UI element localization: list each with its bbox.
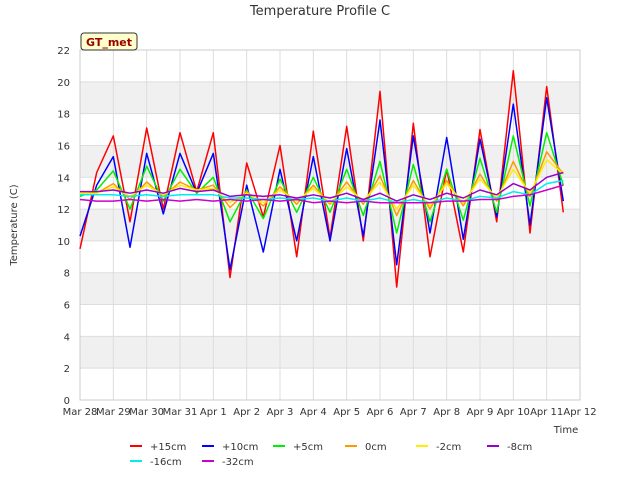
- x-tick-label: Apr 5: [333, 407, 360, 418]
- y-tick-label: 4: [64, 332, 70, 343]
- plot-frame: [79, 49, 581, 401]
- background-bands: [80, 81, 580, 369]
- y-tick-label: 16: [57, 141, 70, 152]
- legend-label: +5cm: [293, 442, 323, 453]
- legend-label: -16cm: [150, 457, 182, 468]
- legend-label: -2cm: [436, 442, 461, 453]
- x-tick-label: Mar 28: [63, 407, 98, 418]
- series-line--16cm: [80, 179, 564, 204]
- x-tick-label: Apr 12: [563, 407, 596, 418]
- x-tick-label: Apr 6: [367, 407, 394, 418]
- series-lines: [79, 69, 565, 288]
- y-tick-label: 18: [57, 110, 70, 121]
- annotation-badge: GT_met: [80, 32, 138, 51]
- background-band: [80, 81, 580, 114]
- annotation-text: GT_met: [86, 36, 132, 49]
- series-line--32cm: [79, 184, 564, 204]
- legend-label: -8cm: [507, 442, 532, 453]
- series-line--8cm: [80, 171, 564, 202]
- x-tick-label: Mar 29: [96, 407, 131, 418]
- x-tick-label: Mar 31: [163, 407, 198, 418]
- x-tick-label: Apr 9: [467, 407, 494, 418]
- y-tick-labels: 0 2 4 6 8 10 12 14 16 18 20 22: [57, 46, 70, 407]
- x-tick-label: Apr 8: [433, 407, 460, 418]
- x-tick-label: Apr 1: [200, 407, 227, 418]
- x-tick-label: Apr 10: [497, 407, 530, 418]
- legend-label: +15cm: [150, 442, 186, 453]
- legend: +15cm +10cm +5cm 0cm -2cm -8cm -16cm -32cm: [130, 442, 532, 468]
- y-tick-label: 10: [57, 237, 70, 248]
- y-tick-label: 12: [57, 205, 70, 216]
- background-band: [80, 145, 580, 178]
- y-tick-label: 22: [57, 46, 70, 57]
- legend-label: 0cm: [365, 442, 387, 453]
- legend-label: +10cm: [222, 442, 258, 453]
- annotation-box: [80, 32, 138, 51]
- x-tick-label: Apr 7: [400, 407, 427, 418]
- y-tick-label: 14: [57, 173, 70, 184]
- x-tick-label: Apr 2: [233, 407, 260, 418]
- x-tick-label: Apr 4: [300, 407, 327, 418]
- x-tick-label: Mar 30: [129, 407, 164, 418]
- legend-label: -32cm: [222, 457, 254, 468]
- y-tick-label: 8: [64, 269, 70, 280]
- y-axis-label: Temperature (C): [9, 184, 20, 266]
- background-band: [80, 272, 580, 305]
- y-tick-label: 2: [64, 364, 70, 375]
- x-tick-label: Apr 11: [530, 407, 563, 418]
- x-axis-label: Time: [553, 425, 578, 436]
- series-line-+10cm: [79, 96, 565, 271]
- y-tick-label: 6: [64, 301, 70, 312]
- y-tick-label: 20: [57, 78, 70, 89]
- background-band: [80, 336, 580, 369]
- x-tick-label: Apr 3: [267, 407, 294, 418]
- y-tick-label: 0: [64, 396, 70, 407]
- chart-title: Temperature Profile C: [249, 4, 390, 19]
